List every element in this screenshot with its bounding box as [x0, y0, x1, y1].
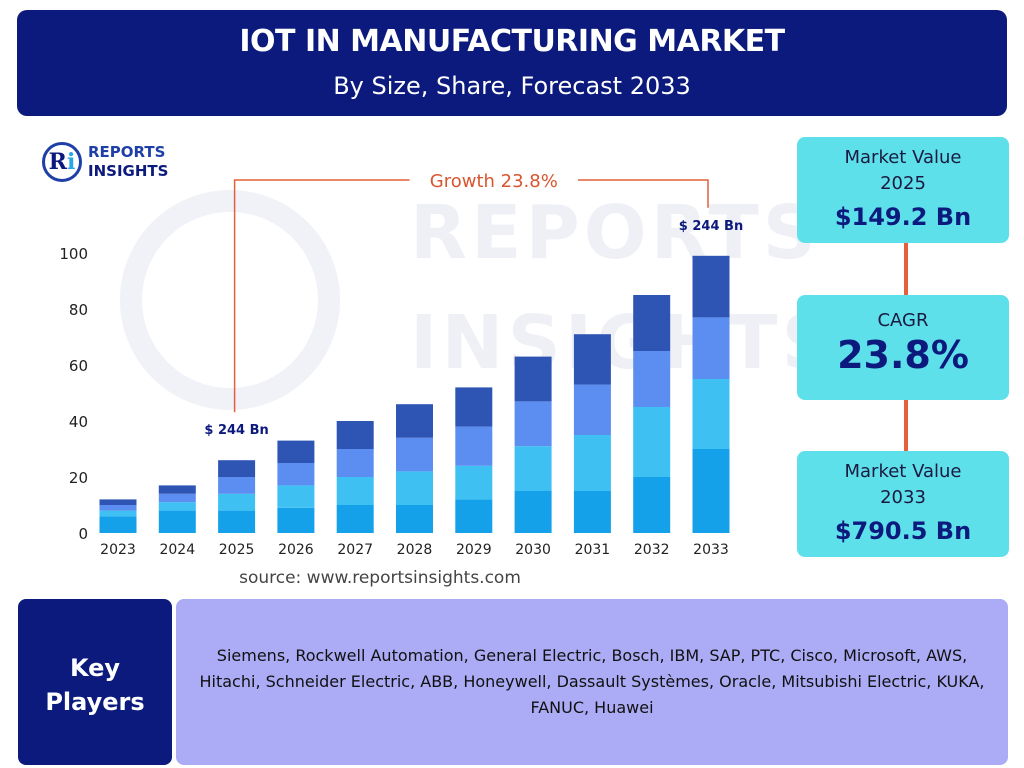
bar-segment: [99, 516, 137, 533]
bar-segment: [218, 460, 256, 477]
bar-segment: [277, 463, 315, 486]
x-tick-label: 2032: [634, 542, 670, 558]
card-market-value-2025: Market Value 2025 $149.2 Bn: [797, 137, 1009, 243]
bar-segment: [336, 505, 374, 533]
bar-segment: [692, 449, 730, 533]
card-value: $149.2 Bn: [834, 203, 972, 231]
card-market-value-2033: Market Value 2033 $790.5 Bn: [797, 451, 1009, 557]
logo-line2: INSIGHTS: [88, 162, 169, 180]
y-tick-label: 0: [78, 525, 88, 543]
header-banner: IOT IN MANUFACTURING MARKET By Size, Sha…: [17, 10, 1007, 116]
card-cagr: CAGR 23.8%: [797, 295, 1009, 400]
brand-logo: Ri REPORTS INSIGHTS: [42, 140, 202, 188]
bar-segment: [633, 295, 671, 351]
key-players-heading: Key Players: [18, 599, 172, 765]
bar-segment: [514, 446, 552, 491]
logo-icon: Ri: [42, 142, 82, 182]
bar-segment: [218, 493, 256, 511]
key-players-list: Siemens, Rockwell Automation, General El…: [176, 599, 1008, 765]
bar-segment: [573, 435, 611, 491]
x-tick-label: 2027: [337, 542, 373, 558]
x-tick-label: 2028: [397, 542, 433, 558]
bar-segment: [573, 491, 611, 533]
bar-segment: [455, 387, 493, 427]
bar-segment: [336, 449, 374, 477]
page-title: IOT IN MANUFACTURING MARKET: [239, 24, 785, 59]
y-tick-label: 40: [69, 413, 88, 431]
bar-segment: [158, 485, 196, 494]
y-tick-label: 80: [69, 301, 88, 319]
card-label-line2: 2033: [880, 487, 926, 508]
x-tick-label: 2023: [100, 542, 136, 558]
bar-segment: [396, 471, 433, 505]
y-tick-label: 100: [59, 245, 88, 263]
bar-segment: [455, 426, 493, 466]
growth-bracket-right: [578, 179, 709, 208]
card-label: Market Value 2033: [797, 459, 1009, 511]
card-label-line2: 2025: [880, 173, 926, 194]
x-tick-label: 2026: [278, 542, 314, 558]
bar-segment: [514, 401, 552, 447]
bar-segment: [396, 505, 433, 533]
bar-segment: [158, 493, 196, 503]
bar-segment: [336, 477, 374, 505]
stacked-bar-chart: 0 20 40 60 80 100 2023 2024 2025 2026 2027 2028 2029…: [59, 171, 743, 558]
bar-segment: [573, 334, 611, 385]
page-subtitle: By Size, Share, Forecast 2033: [333, 72, 691, 100]
bar-segment: [396, 404, 433, 438]
bar-segment: [633, 407, 671, 477]
bar-segment: [158, 502, 196, 511]
key-players-heading-line2: Players: [45, 688, 145, 716]
bar-segment: [277, 507, 315, 533]
bar-segment: [336, 421, 374, 449]
bar-segment: [277, 440, 315, 463]
bar-segment: [455, 499, 493, 533]
bar-segment: [158, 510, 196, 533]
bar-segment: [514, 491, 552, 533]
bar-segment: [218, 477, 256, 494]
card-label-line1: Market Value: [844, 461, 962, 482]
bar-segment: [514, 356, 552, 402]
growth-label: Growth 23.8%: [430, 171, 558, 192]
bar-segment: [218, 510, 256, 533]
source-note: source: www.reportsinsights.com: [239, 568, 521, 588]
data-label: $ 244 Bn: [679, 219, 743, 234]
bar-segment: [277, 485, 315, 508]
bar-segment: [99, 499, 137, 505]
x-tick-label: 2029: [456, 542, 492, 558]
logo-line1: REPORTS: [88, 143, 166, 161]
card-value: 23.8%: [837, 333, 969, 377]
logo-text: REPORTS INSIGHTS: [88, 143, 168, 181]
card-label: CAGR: [877, 310, 929, 331]
card-connector: [904, 400, 908, 451]
x-tick-label: 2024: [159, 542, 195, 558]
x-tick-label: 2033: [693, 542, 729, 558]
card-value: $790.5 Bn: [834, 517, 972, 545]
x-tick-label: 2025: [219, 542, 255, 558]
card-label-line1: Market Value: [844, 147, 962, 168]
card-connector: [904, 243, 908, 295]
x-tick-label: 2030: [515, 542, 551, 558]
x-tick-label: 2031: [575, 542, 611, 558]
key-players-heading-line1: Key: [69, 654, 121, 682]
bar-segment: [455, 465, 493, 500]
growth-bracket-left: [233, 179, 410, 413]
card-label: Market Value 2025: [797, 145, 1009, 197]
y-tick-label: 20: [69, 469, 88, 487]
bar-segment: [99, 505, 137, 511]
bar-segment: [692, 379, 730, 449]
y-tick-label: 60: [69, 357, 88, 375]
bar-segment: [692, 317, 730, 379]
data-label: $ 244 Bn: [204, 423, 268, 438]
bar-segment: [633, 477, 671, 533]
bar-segment: [692, 255, 730, 318]
bar-segment: [633, 351, 671, 407]
bar-segment: [396, 437, 433, 472]
bar-segment: [99, 510, 137, 517]
bar-segment: [573, 384, 611, 435]
